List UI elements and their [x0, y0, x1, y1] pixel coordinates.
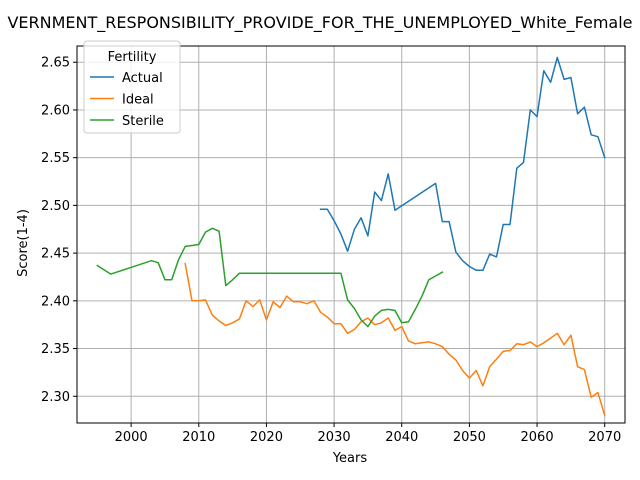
legend-title: Fertility [108, 50, 157, 65]
x-tick-label: 2050 [453, 430, 486, 445]
y-tick-label: 2.50 [41, 199, 70, 214]
x-tick-label: 2040 [385, 430, 418, 445]
x-tick-label: 2010 [182, 430, 215, 445]
y-tick-label: 2.55 [41, 151, 70, 166]
x-tick-label: 2020 [250, 430, 283, 445]
series-line-actual [319, 56, 606, 272]
plot-area-frame [76, 45, 626, 424]
series-line-ideal [184, 262, 606, 417]
y-tick-label: 2.40 [41, 294, 70, 309]
y-tick-label: 2.65 [41, 56, 70, 71]
series-line-sterile [96, 227, 444, 328]
x-tick-label: 2000 [115, 430, 148, 445]
series-lines [96, 56, 606, 417]
legend-label-ideal: Ideal [122, 93, 154, 108]
x-tick-label: 2030 [318, 430, 351, 445]
grid-lines [77, 46, 625, 423]
legend-label-actual: Actual [122, 71, 163, 86]
legend: Fertility Actual Ideal Sterile [83, 40, 181, 134]
y-tick-label: 2.30 [41, 390, 70, 405]
y-tick-label: 2.45 [41, 247, 70, 262]
x-tick-label: 2070 [588, 430, 621, 445]
y-tick-label: 2.35 [41, 342, 70, 357]
chart-title: VERNMENT_RESPONSIBILITY_PROVIDE_FOR_THE_… [7, 13, 632, 33]
x-axis-title: Years [332, 451, 368, 466]
y-tick-label: 2.60 [41, 103, 70, 118]
legend-box [83, 40, 181, 134]
legend-label-sterile: Sterile [122, 114, 164, 129]
x-tick-label: 2060 [521, 430, 554, 445]
x-axis: 2000 2010 2020 2030 2040 2050 2060 2070 [115, 423, 621, 445]
y-axis-title: Score(1-4) [16, 209, 31, 277]
y-axis: 2.30 2.35 2.40 2.45 2.50 2.55 2.60 2.65 [41, 56, 77, 405]
